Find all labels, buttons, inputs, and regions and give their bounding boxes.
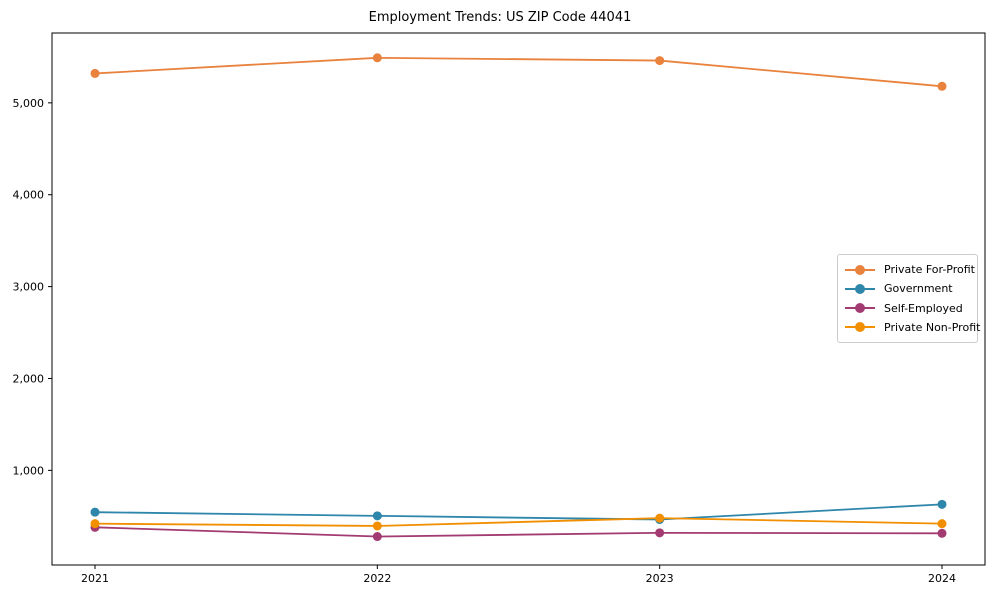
data-point: [90, 519, 100, 529]
data-point: [372, 53, 382, 63]
y-tick-label: 2,000: [13, 372, 45, 385]
data-point: [372, 521, 382, 531]
x-tick-label: 2024: [928, 572, 956, 585]
data-point: [937, 499, 947, 509]
x-tick-label: 2022: [363, 572, 391, 585]
legend-item: Private For-Profit: [845, 260, 975, 279]
legend-label: Government: [884, 282, 953, 296]
data-point: [937, 528, 947, 538]
legend-marker-icon: [845, 264, 875, 275]
legend-item: Private Non-Profit: [845, 318, 980, 337]
x-tick-label: 2023: [646, 572, 674, 585]
data-point: [372, 532, 382, 542]
chart-title: Employment Trends: US ZIP Code 44041: [368, 10, 632, 25]
series-line: [94, 503, 943, 521]
legend-marker-icon: [845, 322, 875, 333]
legend-marker-icon: [845, 303, 875, 314]
data-point: [90, 68, 100, 78]
data-point: [655, 528, 665, 538]
legend-label: Self-Employed: [884, 301, 963, 315]
legend-marker-icon: [845, 283, 875, 294]
series-line: [94, 526, 943, 538]
legend-label: Private For-Profit: [884, 263, 975, 277]
x-tick-label: 2021: [81, 572, 109, 585]
series-line: [94, 517, 943, 527]
data-point: [372, 511, 382, 521]
series-line: [94, 56, 943, 88]
legend-box: Private For-Profit Government Self-Employe…: [837, 254, 980, 343]
legend-item: Self-Employed: [845, 299, 969, 318]
y-tick-label: 1,000: [13, 464, 45, 477]
legend-label: Private Non-Profit: [884, 320, 981, 334]
y-tick-label: 3,000: [13, 281, 45, 294]
axes-frame: [51, 32, 986, 566]
data-point: [655, 56, 665, 66]
data-point: [937, 519, 947, 529]
data-point: [937, 81, 947, 91]
y-tick-label: 5,000: [13, 97, 45, 110]
data-point: [655, 513, 665, 523]
data-point: [90, 507, 100, 517]
legend-item: Government: [845, 279, 969, 298]
y-tick-label: 4,000: [13, 189, 45, 202]
